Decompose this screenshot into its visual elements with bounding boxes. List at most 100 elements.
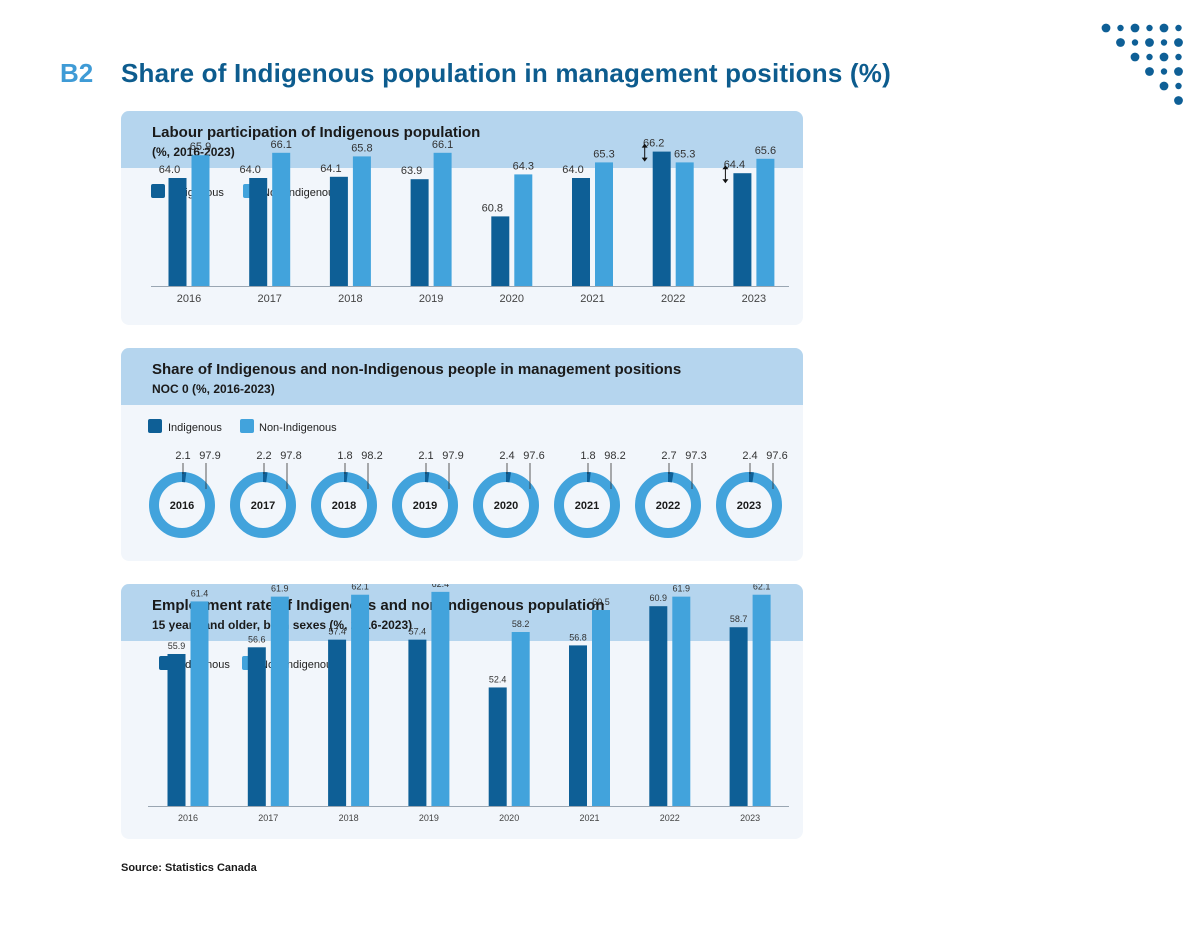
data-label-indigenous: 52.4 — [489, 674, 507, 684]
x-tick-label: 2017 — [257, 293, 281, 305]
logo-dot — [1131, 39, 1139, 46]
labour-participation-panel: Labour participation of Indigenous popul… — [121, 111, 803, 325]
data-label-non-indigenous: 97.9 — [199, 450, 220, 462]
data-label-indigenous: 64.0 — [562, 164, 583, 176]
logo-dot — [1175, 24, 1182, 32]
bar-indigenous — [572, 178, 590, 286]
double-arrow-icon — [641, 143, 648, 162]
data-label-indigenous: 66.2 — [643, 138, 664, 150]
data-label-indigenous: 64.0 — [159, 164, 180, 176]
x-tick-label: 2021 — [579, 813, 599, 823]
data-label-indigenous: 64.1 — [320, 163, 341, 175]
data-label-indigenous: 64.0 — [239, 164, 260, 176]
arrow-head-down — [641, 157, 648, 162]
bar-indigenous — [733, 173, 752, 286]
logo-dot — [1174, 67, 1183, 76]
figure-code: B2 — [60, 58, 94, 88]
x-tick-label: 2020 — [500, 293, 524, 305]
data-label-indigenous: 55.9 — [168, 641, 186, 651]
data-label-indigenous: 60.9 — [650, 593, 668, 603]
logo-dot — [1174, 38, 1183, 47]
logo-dot — [1146, 53, 1153, 61]
bar-indigenous — [410, 179, 429, 286]
logo-dot — [1174, 96, 1183, 105]
logo-dot — [1175, 82, 1182, 90]
data-label-indigenous: 1.8 — [337, 450, 352, 462]
panel-header: Share of Indigenous and non-Indigenous p… — [121, 348, 803, 405]
bar-indigenous — [328, 639, 347, 806]
bar-indigenous — [167, 653, 186, 806]
bar-indigenous — [249, 178, 268, 286]
bar-indigenous — [569, 645, 587, 806]
double-arrow-icon — [722, 165, 729, 184]
data-label-indigenous: 1.8 — [580, 450, 595, 462]
arrow-head-up — [641, 143, 648, 148]
bar-indigenous — [649, 606, 668, 806]
data-label-non-indigenous: 61.9 — [673, 584, 691, 594]
bar-indigenous — [247, 647, 266, 806]
panel-header: Employment rate of Indigenous and non-In… — [121, 584, 803, 641]
donut-year-label: 2022 — [656, 500, 680, 512]
x-tick-label: 2019 — [419, 293, 443, 305]
logo-dot — [1130, 52, 1140, 62]
donut-year-label: 2016 — [170, 500, 194, 512]
donut-year-label: 2017 — [251, 500, 275, 512]
panel-title: Share of Indigenous and non-Indigenous p… — [152, 361, 682, 378]
bar-non-indigenous — [756, 158, 775, 286]
donut-year-label: 2021 — [575, 500, 599, 512]
x-tick-label: 2017 — [258, 813, 278, 823]
data-label-non-indigenous: 65.9 — [190, 141, 211, 153]
bar-non-indigenous — [675, 162, 694, 286]
data-label-indigenous: 60.8 — [482, 202, 503, 214]
brand-logo-icon — [1101, 23, 1183, 105]
source-note: Source: Statistics Canada — [121, 862, 257, 874]
logo-dot — [1101, 23, 1111, 33]
panel-subtitle: NOC 0 (%, 2016-2023) — [152, 382, 275, 396]
x-tick-label: 2021 — [580, 293, 604, 305]
data-label-indigenous: 2.7 — [661, 450, 676, 462]
bar-non-indigenous — [595, 162, 613, 286]
data-label-non-indigenous: 62.1 — [351, 584, 369, 592]
data-label-indigenous: 2.4 — [742, 450, 757, 462]
bar-non-indigenous — [431, 591, 450, 806]
logo-dot — [1130, 23, 1140, 33]
data-label-non-indigenous: 97.8 — [280, 450, 301, 462]
x-tick-label: 2020 — [499, 813, 519, 823]
arrow-head-up — [722, 165, 729, 170]
x-tick-label: 2016 — [178, 813, 198, 823]
data-label-non-indigenous: 65.3 — [674, 148, 695, 160]
logo-dot — [1145, 67, 1154, 76]
x-tick-label: 2023 — [740, 813, 760, 823]
employment-rate-chart: 55.9 61.4 2016 56.6 61.9 2017 57.4 62.1 2018 57.4… — [148, 584, 789, 823]
logo-dot — [1159, 81, 1169, 91]
x-tick-label: 2016 — [177, 293, 201, 305]
x-tick-label: 2023 — [742, 293, 766, 305]
bar-indigenous — [408, 639, 427, 806]
bar-non-indigenous — [514, 174, 533, 286]
data-label-non-indigenous: 61.9 — [271, 584, 289, 594]
legend-swatch-non-indigenous — [240, 419, 254, 433]
donut-year-label: 2018 — [332, 500, 356, 512]
bar-non-indigenous — [352, 156, 371, 286]
legend-label-indigenous: Indigenous — [168, 422, 222, 434]
logo-dot — [1160, 39, 1168, 46]
labour-participation-chart: 64.0 65.9 2016 64.0 66.1 2017 64.1 65.8 2018 63.9… — [151, 138, 789, 305]
arrow-head-down — [722, 179, 729, 184]
bar-indigenous — [491, 216, 510, 286]
chart-legend: Indigenous Non-Indigenous — [148, 418, 388, 434]
data-label-non-indigenous: 62.4 — [432, 584, 450, 589]
data-label-non-indigenous: 97.3 — [685, 450, 706, 462]
page-title: Share of Indigenous population in manage… — [121, 58, 891, 88]
data-label-non-indigenous: 66.1 — [432, 139, 453, 151]
bar-indigenous — [652, 151, 671, 286]
x-tick-label: 2018 — [339, 813, 359, 823]
panel-title: Labour participation of Indigenous popul… — [152, 124, 481, 141]
management-donut-chart: 2016 2.1 97.9 2017 2.2 97.8 2018 1.8 98.2 2019 2.1… — [149, 450, 788, 538]
x-tick-label: 2022 — [661, 293, 685, 305]
logo-dot — [1116, 38, 1125, 47]
data-label-indigenous: 2.4 — [499, 450, 514, 462]
data-label-non-indigenous: 98.2 — [604, 450, 625, 462]
logo-dot — [1146, 24, 1153, 32]
legend-label-non-indigenous: Non-Indigenous — [259, 422, 337, 434]
x-tick-label: 2019 — [419, 813, 439, 823]
